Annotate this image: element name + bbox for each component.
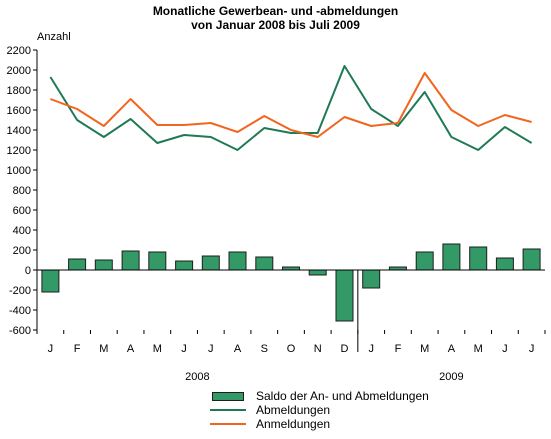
y-tick-label: 2000 (7, 65, 31, 77)
x-tick-label: M (153, 343, 162, 355)
y-tick-label: 600 (13, 205, 31, 217)
series-lines (49, 65, 533, 151)
x-tick-label: M (99, 343, 108, 355)
saldo-bar (68, 258, 87, 271)
legend-swatch-abmeldungen (210, 409, 246, 411)
saldo-bar (228, 251, 247, 271)
x-tick-label: F (395, 343, 402, 355)
x-tick-label: M (474, 343, 483, 355)
y-tick-label: 0 (25, 265, 31, 277)
x-tick-label: A (448, 343, 456, 355)
year-label: 2009 (439, 371, 463, 383)
saldo-bar (94, 259, 113, 271)
saldo-bar (335, 269, 354, 322)
chart-title: Monatliche Gewerbean- und -abmeldungen v… (0, 4, 551, 32)
saldo-bar (442, 243, 461, 271)
legend-label-anmeldungen: Anmeldungen (256, 417, 331, 431)
saldo-bar (362, 269, 381, 289)
y-tick-label: 2200 (7, 45, 31, 57)
saldo-bar (469, 246, 488, 271)
x-tick-label: J (529, 343, 535, 355)
anmeldungen-line (50, 72, 532, 138)
legend-label-abmeldungen: Abmeldungen (256, 403, 331, 417)
chart-title-line-2: von Januar 2008 bis Juli 2009 (191, 18, 360, 32)
x-tick-label: S (261, 343, 268, 355)
y-tick-label: 1400 (7, 125, 31, 137)
x-tick-label: J (208, 343, 214, 355)
axes: -600 -400 -200 0 200 400 600 800 1000 1200 1400 160… (7, 45, 546, 383)
legend: Saldo der An- und Abmeldungen Abmeldunge… (208, 389, 429, 431)
legend-label-saldo: Saldo der An- und Abmeldungen (256, 389, 429, 403)
chart-title-line-1: Monatliche Gewerbean- und -abmeldungen (152, 4, 399, 18)
y-tick-label: -200 (9, 285, 31, 297)
abmeldungen-line (49, 65, 533, 151)
y-tick-label: 400 (13, 225, 31, 237)
saldo-bars (41, 243, 541, 322)
y-tick-label: 200 (13, 245, 31, 257)
y-tick-label: 1800 (7, 85, 31, 97)
saldo-bar (41, 269, 60, 293)
saldo-bar (121, 250, 140, 271)
year-label: 2008 (185, 371, 209, 383)
saldo-bar (522, 248, 541, 271)
x-tick-label: J (181, 343, 187, 355)
x-tick-label: A (234, 343, 242, 355)
x-tick-label: M (420, 343, 429, 355)
x-tick-label: J (368, 343, 374, 355)
saldo-bar (415, 251, 434, 271)
saldo-bar (308, 269, 327, 276)
y-axis-label: Anzahl (37, 31, 71, 43)
y-tick-label: 1200 (7, 145, 31, 157)
legend-item-saldo: Saldo der An- und Abmeldungen (208, 389, 429, 403)
legend-swatch-anmeldungen (210, 423, 246, 425)
x-tick-label: N (314, 343, 322, 355)
legend-item-anmeldungen: Anmeldungen (208, 417, 429, 431)
y-tick-label: 1600 (7, 105, 31, 117)
saldo-bar (175, 260, 194, 271)
x-tick-label: J (48, 343, 54, 355)
y-tick-label: -400 (9, 305, 31, 317)
saldo-bar (201, 255, 220, 271)
legend-swatch-saldo (212, 392, 244, 401)
y-tick-label: 1000 (7, 165, 31, 177)
saldo-bar (495, 257, 514, 271)
x-tick-label: A (127, 343, 135, 355)
x-tick-label: D (340, 343, 348, 355)
legend-item-abmeldungen: Abmeldungen (208, 403, 429, 417)
x-tick-label: F (74, 343, 81, 355)
x-tick-label: O (287, 343, 296, 355)
y-tick-label: 800 (13, 185, 31, 197)
y-tick-label: -600 (9, 325, 31, 337)
x-tick-label: J (502, 343, 508, 355)
saldo-bar (255, 256, 274, 271)
saldo-bar (148, 251, 167, 271)
